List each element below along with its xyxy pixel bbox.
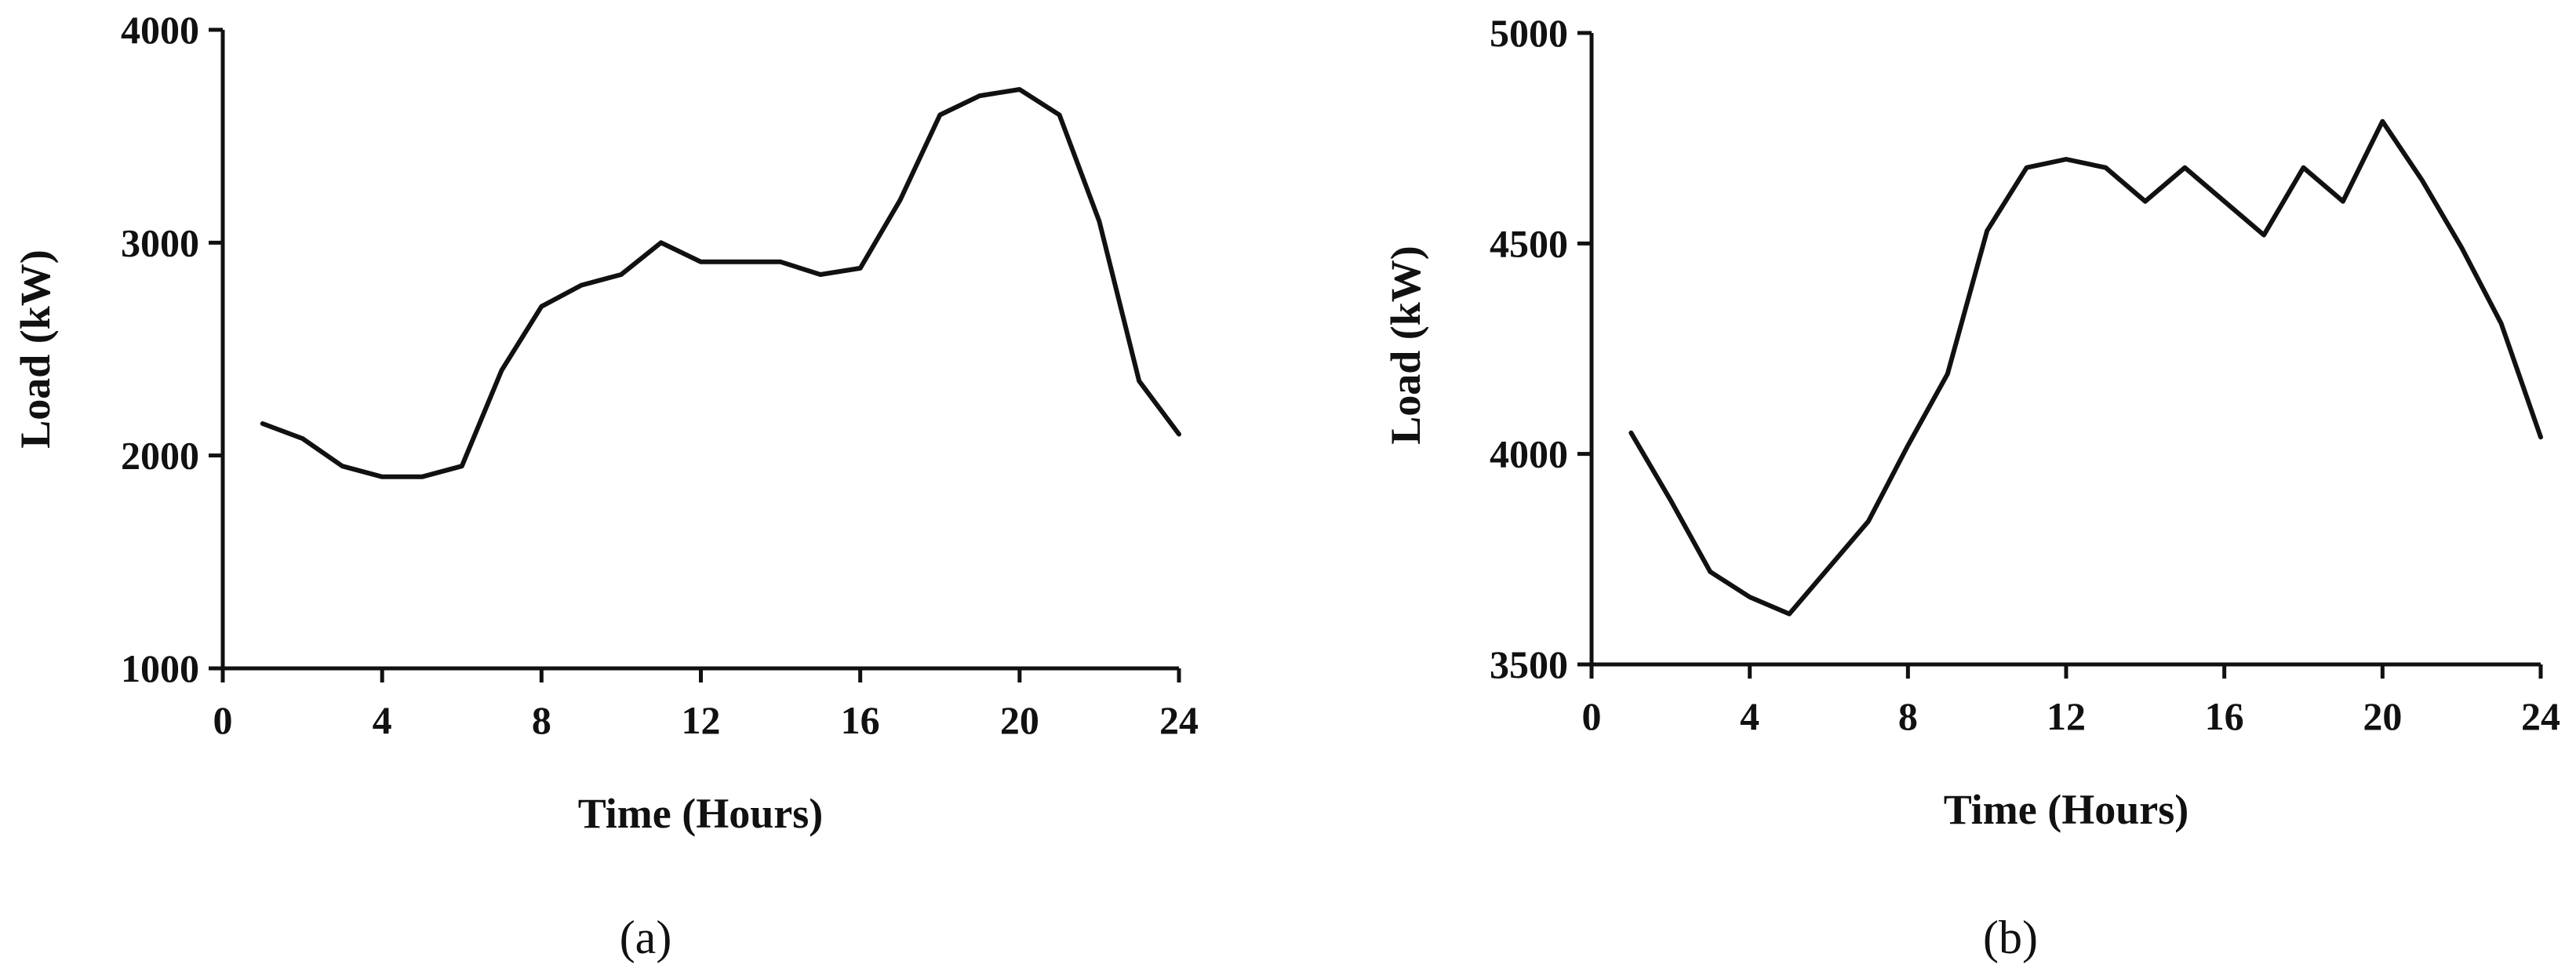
x-tick-label: 12 (682, 698, 721, 742)
x-tick-label: 16 (2205, 694, 2244, 738)
y-axis-title: Load (kW) (1382, 246, 1429, 445)
series-line (260, 87, 1181, 479)
x-tick-label: 20 (1000, 698, 1039, 742)
x-tick-label: 8 (1898, 694, 1918, 738)
x-tick-label: 24 (1159, 698, 1199, 742)
panel-caption: (b) (1983, 912, 2038, 963)
x-tick-label: 0 (213, 698, 233, 742)
panel-caption: (a) (620, 912, 672, 963)
chart-panel-b: 0 4 8 12 16 20 24 3500 4000 4500 5000 Time (Hours)… (1382, 11, 2560, 963)
x-tick-label: 0 (1582, 694, 1602, 738)
x-tick-label: 4 (373, 698, 392, 742)
y-axis-title: Load (kW) (12, 249, 59, 449)
x-axis-title: Time (Hours) (578, 790, 823, 837)
y-tick-label: 4000 (1490, 432, 1568, 476)
y-tick-label: 1000 (121, 646, 199, 690)
x-tick-label: 24 (2521, 694, 2560, 738)
x-axis-title: Time (Hours) (1944, 786, 2189, 833)
x-tick-label: 20 (2363, 694, 2402, 738)
x-tick-label: 8 (532, 698, 551, 742)
series-line (1628, 118, 2543, 617)
y-tick-label: 3000 (121, 220, 199, 264)
x-tick-label: 4 (1740, 694, 1759, 738)
chart-panel-a: 0 4 8 12 16 20 24 1000 2000 3000 4000 Time (Hours)… (12, 8, 1199, 963)
y-tick-label: 5000 (1490, 11, 1568, 55)
y-tick-label: 3500 (1490, 642, 1568, 686)
y-tick-label: 2000 (121, 434, 199, 478)
y-tick-label: 4500 (1490, 221, 1568, 265)
x-tick-label: 16 (841, 698, 880, 742)
y-tick-label: 4000 (121, 8, 199, 52)
x-tick-label: 12 (2047, 694, 2086, 738)
tick-group: 0 4 8 12 16 20 24 3500 4000 4500 5000 (1490, 11, 2560, 738)
tick-group: 0 4 8 12 16 20 24 1000 2000 3000 4000 (121, 8, 1199, 742)
